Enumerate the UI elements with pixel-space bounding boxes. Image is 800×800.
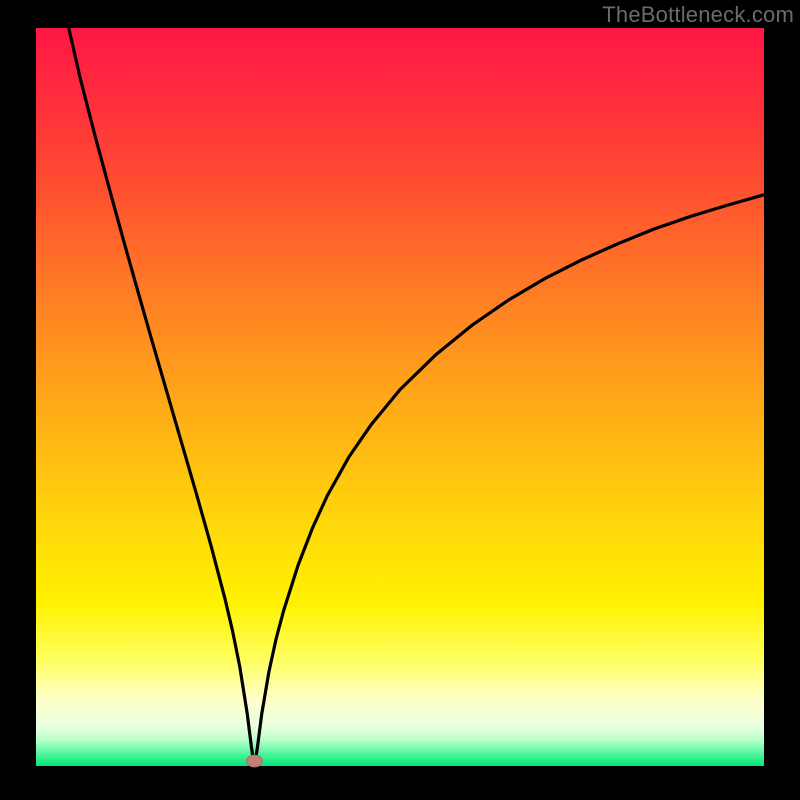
optimum-marker [246,755,262,767]
bottleneck-chart [0,0,800,800]
chart-root: TheBottleneck.com [0,0,800,800]
gradient-background [36,28,764,766]
watermark-text: TheBottleneck.com [602,2,794,28]
